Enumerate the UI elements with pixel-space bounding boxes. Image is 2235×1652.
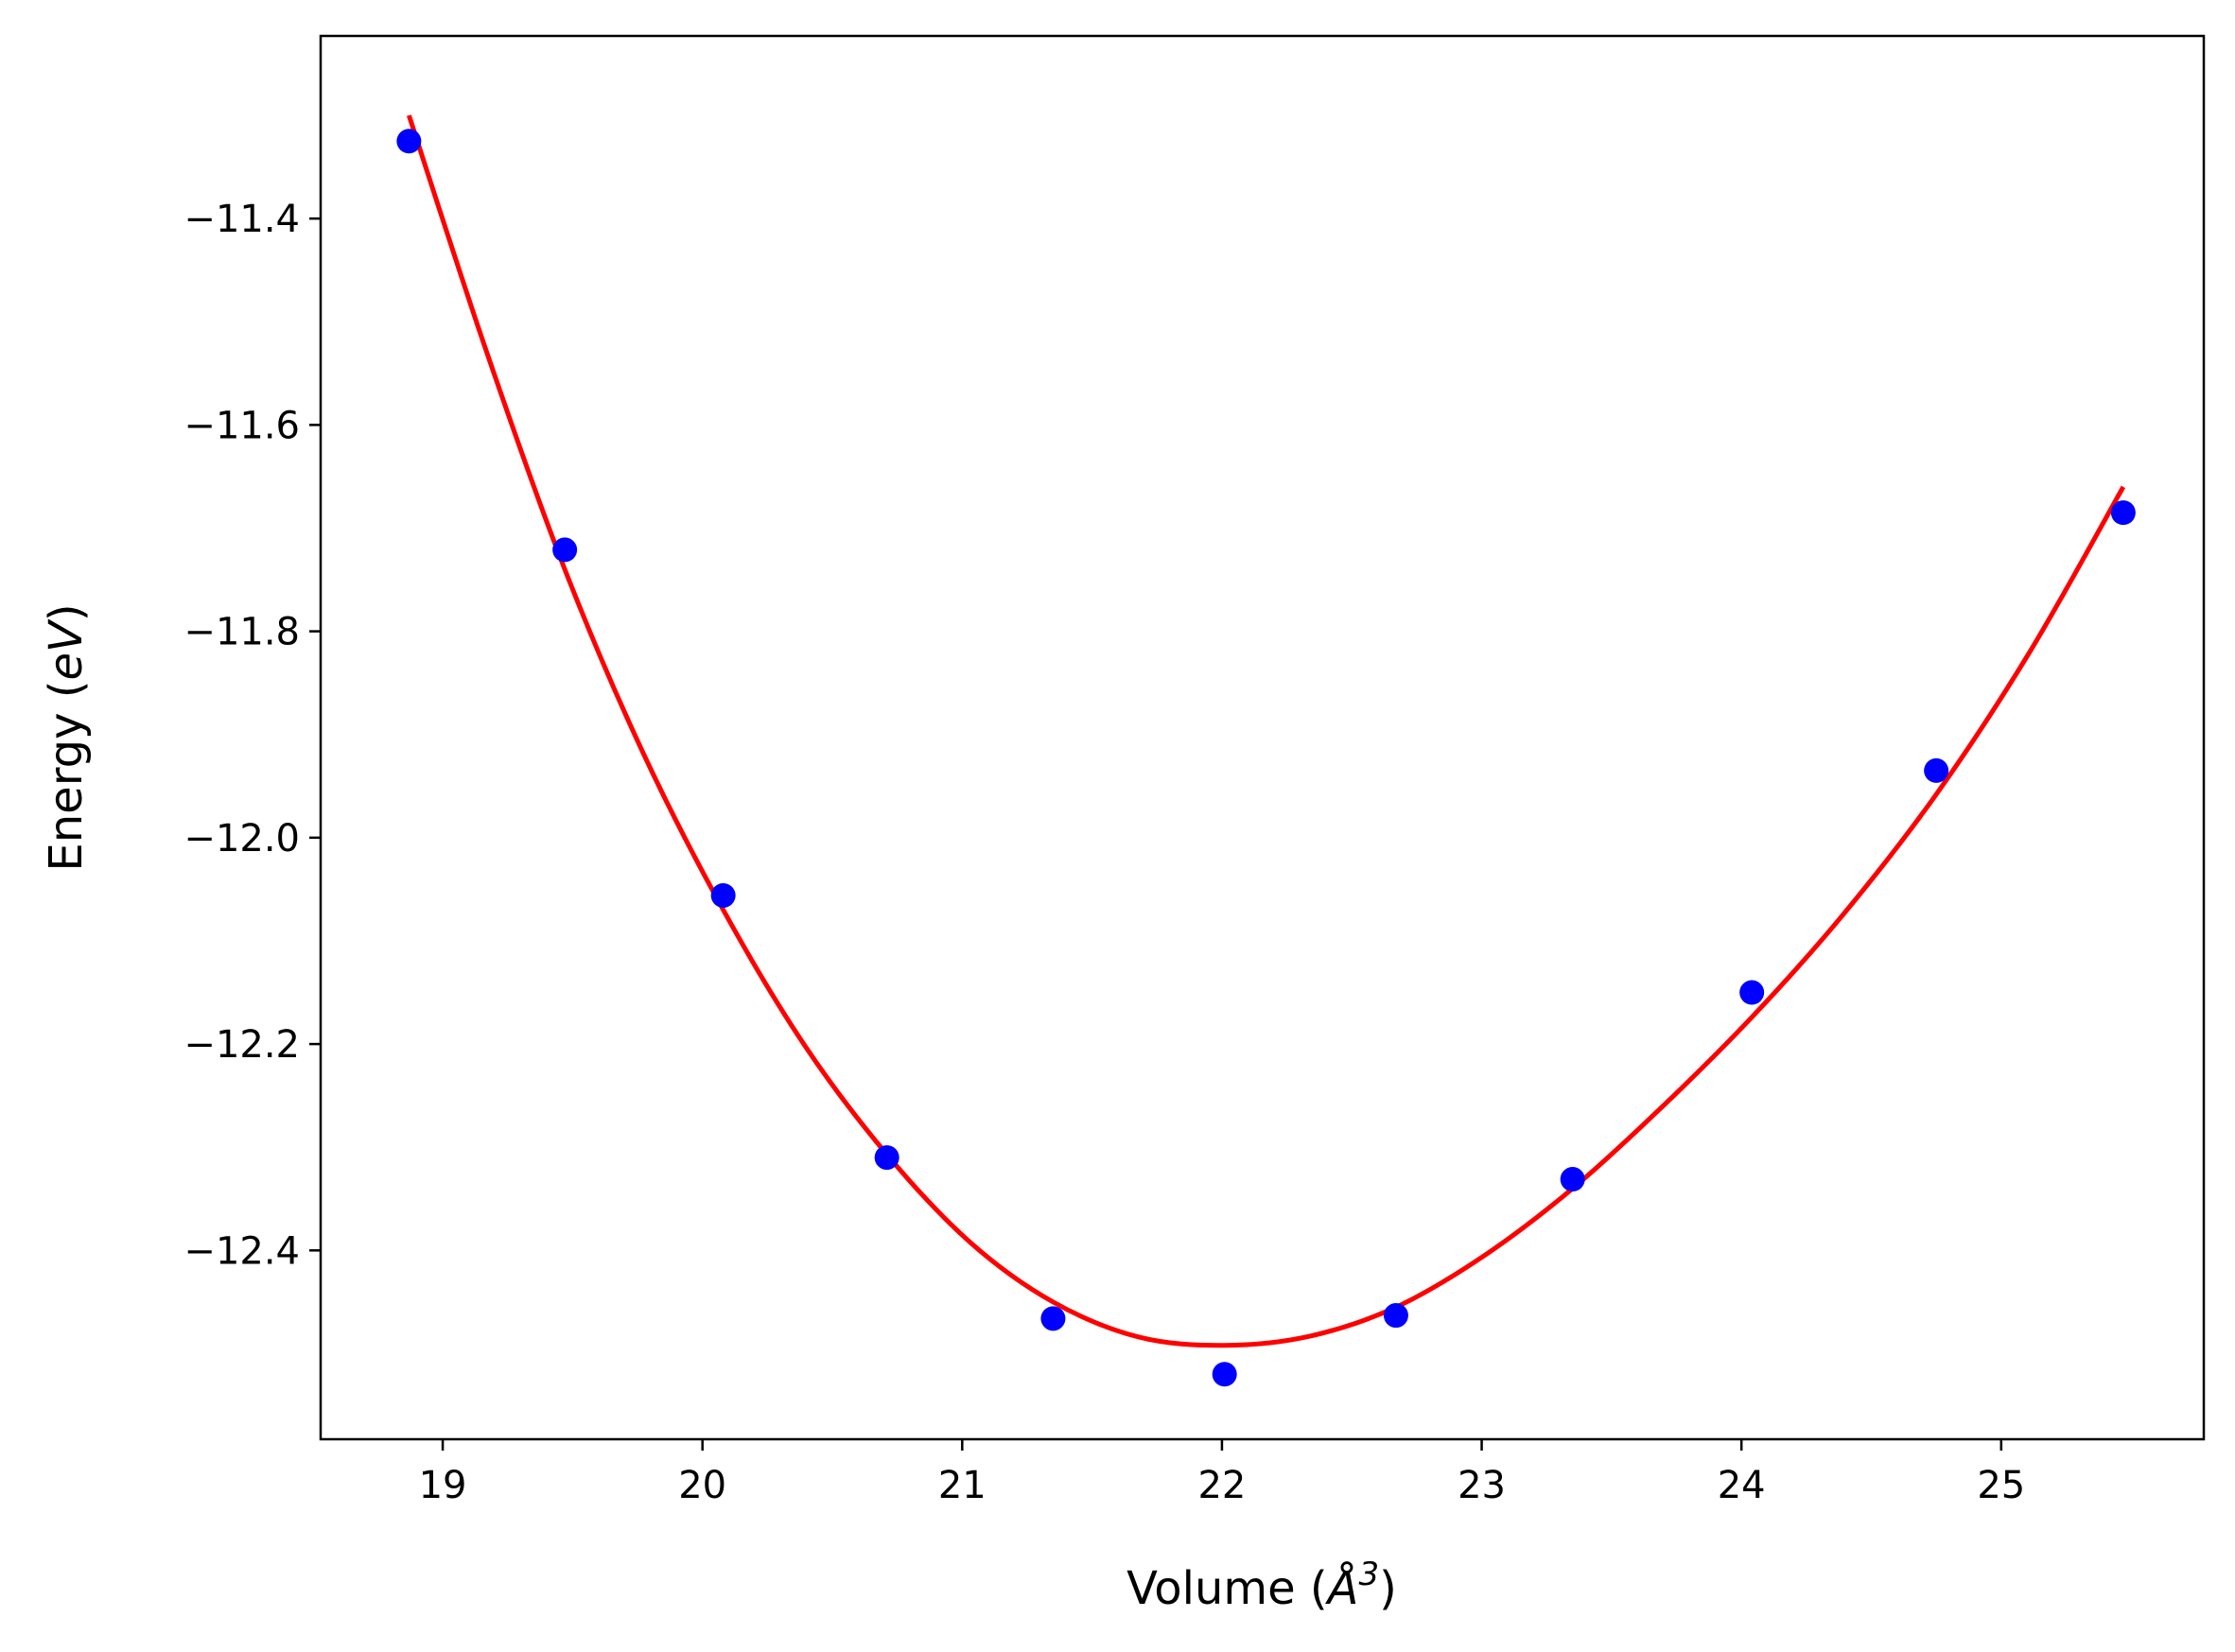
x-axis-title-symbol: Å xyxy=(1325,1561,1359,1615)
y-axis-title: Energy (eV) xyxy=(40,603,93,871)
y-axis-title-symbol: eV xyxy=(40,618,93,681)
data-point xyxy=(552,537,578,563)
data-point xyxy=(1560,1167,1585,1192)
x-axis-title-superscript: 3 xyxy=(1358,1556,1379,1593)
x-axis-title-prefix: Volume ( xyxy=(1126,1562,1328,1615)
x-tick-label: 24 xyxy=(1718,1464,1766,1507)
y-tick-label: −12.2 xyxy=(183,1023,300,1067)
x-axis-ticks: 19 20 21 22 23 24 25 xyxy=(419,1439,2025,1507)
y-tick-label: −11.4 xyxy=(183,198,300,241)
fit-curve xyxy=(406,114,2126,1348)
data-point xyxy=(1040,1306,1066,1331)
y-tick-label: −11.8 xyxy=(183,611,300,654)
plot-background xyxy=(321,36,2204,1439)
x-tick-label: 20 xyxy=(678,1464,726,1507)
x-tick-label: 19 xyxy=(419,1464,467,1507)
data-point xyxy=(2110,500,2136,526)
x-tick-label: 22 xyxy=(1197,1464,1246,1507)
data-point xyxy=(1212,1362,1237,1387)
plot-frame xyxy=(319,34,2206,1441)
series-layer xyxy=(396,114,2136,1387)
y-tick-label: −12.4 xyxy=(183,1229,300,1273)
y-tick-label: −11.6 xyxy=(183,404,300,447)
data-point xyxy=(1924,757,1949,783)
plot-area xyxy=(321,36,2204,1439)
x-tick-label: 23 xyxy=(1458,1464,1506,1507)
x-tick-label: 21 xyxy=(938,1464,987,1507)
x-axis-title: Volume (Å3) xyxy=(1126,1556,1397,1615)
data-point xyxy=(1383,1303,1408,1329)
y-axis-title-suffix: ) xyxy=(40,603,93,621)
y-axis-ticks: −12.4 −12.2 −12.0 −11.8 −11.6 −11.4 xyxy=(183,198,321,1273)
data-point xyxy=(710,882,736,908)
x-tick-label: 25 xyxy=(1977,1464,2025,1507)
x-axis-title-suffix: ) xyxy=(1379,1562,1397,1615)
y-axis-title-prefix: Energy ( xyxy=(40,681,93,872)
data-point xyxy=(396,129,422,154)
data-point xyxy=(874,1145,899,1171)
y-tick-label: −12.0 xyxy=(183,817,300,861)
data-point xyxy=(1739,980,1765,1005)
